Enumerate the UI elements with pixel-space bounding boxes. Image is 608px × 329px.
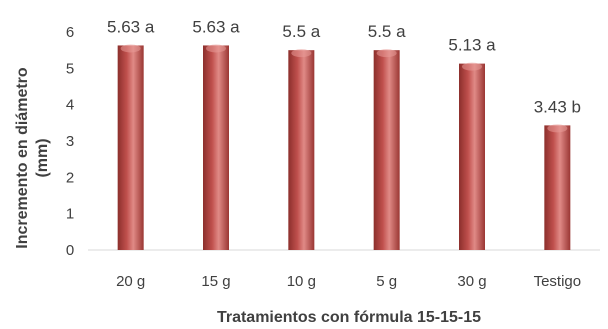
x-tick-label: 20 g: [116, 273, 145, 290]
bars: [117, 44, 571, 251]
data-label: 5.63 a: [107, 17, 155, 36]
y-tick-label: 2: [66, 169, 74, 186]
y-axis-title-line2: (mm): [34, 138, 51, 177]
bar: [544, 125, 571, 250]
bar-cap: [376, 49, 397, 58]
bar: [117, 45, 144, 251]
bar-cap: [547, 124, 568, 133]
x-tick-label: 10 g: [287, 273, 316, 290]
data-label: 5.13 a: [448, 36, 496, 55]
bar: [288, 50, 315, 250]
x-tick-label: 30 g: [457, 273, 486, 290]
x-tick-label: 5 g: [376, 273, 397, 290]
y-tick-label: 5: [66, 60, 74, 77]
bar: [373, 50, 400, 250]
y-axis-title: Incremento en diámetro (mm): [14, 67, 51, 249]
x-tick-label: 15 g: [201, 273, 230, 290]
y-tick-label: 1: [66, 206, 74, 223]
y-axis-title-line1: Incremento en diámetro: [14, 67, 31, 249]
y-tick-label: 6: [66, 24, 74, 41]
data-label: 5.63 a: [192, 17, 240, 36]
data-label: 3.43 b: [534, 97, 581, 116]
y-axis-ticks: 0 1 2 3 4 5 6: [66, 24, 74, 259]
y-tick-label: 3: [66, 133, 74, 150]
bar-cap: [291, 49, 312, 58]
x-axis-title: Tratamientos con fórmula 15-15-15: [217, 309, 481, 326]
x-tick-label: Testigo: [534, 273, 582, 290]
data-labels: 5.63 a 5.63 a 5.5 a 5.5 a 5.13 a 3.43 b: [107, 17, 581, 116]
data-label: 5.5 a: [282, 22, 320, 41]
bar-cap: [462, 62, 482, 71]
y-tick-label: 4: [66, 97, 74, 114]
y-tick-label: 0: [66, 242, 74, 259]
bar-cap: [120, 44, 141, 53]
x-axis-ticks: 20 g 15 g 10 g 5 g 30 g Testigo: [116, 273, 581, 290]
bar: [459, 63, 485, 250]
data-label: 5.5 a: [368, 22, 406, 41]
bar-cap: [206, 44, 226, 53]
bar: [203, 45, 229, 251]
